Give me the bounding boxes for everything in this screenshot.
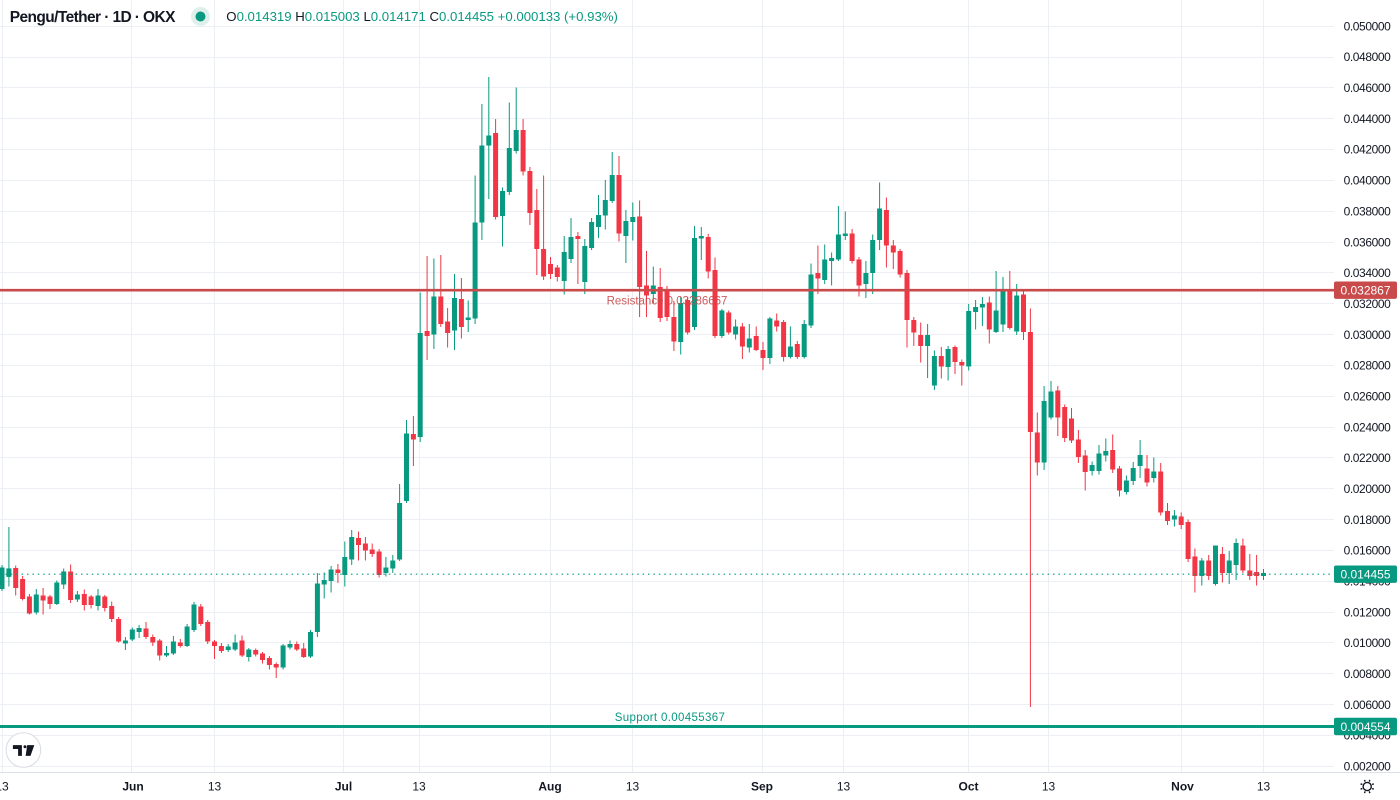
svg-text:0.040000: 0.040000 <box>1344 174 1392 188</box>
svg-text:0.028000: 0.028000 <box>1344 359 1392 373</box>
svg-text:0.032867: 0.032867 <box>1340 284 1390 298</box>
svg-text:0.030000: 0.030000 <box>1344 328 1392 342</box>
svg-text:0.004554: 0.004554 <box>1340 720 1390 734</box>
svg-text:0.010000: 0.010000 <box>1344 636 1392 650</box>
svg-text:0.044000: 0.044000 <box>1344 112 1392 126</box>
svg-text:0.018000: 0.018000 <box>1344 513 1392 527</box>
svg-text:O0.014319 H0.015003 L0.01417: O0.014319 H0.015003 L0.014171 C0.014455 … <box>226 9 618 24</box>
svg-text:0.016000: 0.016000 <box>1344 544 1392 558</box>
svg-text:0.022000: 0.022000 <box>1344 451 1392 465</box>
svg-text:0.002000: 0.002000 <box>1344 760 1392 774</box>
svg-text:0.042000: 0.042000 <box>1344 143 1392 157</box>
svg-text:0.034000: 0.034000 <box>1344 266 1392 280</box>
svg-text:13: 13 <box>412 780 426 794</box>
svg-text:0.012000: 0.012000 <box>1344 605 1392 619</box>
svg-text:13: 13 <box>1042 780 1056 794</box>
svg-text:Pengu/Tether · 1D · OKX: Pengu/Tether · 1D · OKX <box>10 9 176 26</box>
svg-text:0.032000: 0.032000 <box>1344 297 1392 311</box>
svg-text:13: 13 <box>1257 780 1271 794</box>
svg-text:0.024000: 0.024000 <box>1344 420 1392 434</box>
svg-text:0.046000: 0.046000 <box>1344 81 1392 95</box>
svg-text:13: 13 <box>626 780 640 794</box>
svg-text:0.036000: 0.036000 <box>1344 235 1392 249</box>
svg-text:13: 13 <box>0 780 9 794</box>
svg-text:Nov: Nov <box>1171 780 1194 794</box>
svg-text:13: 13 <box>208 780 222 794</box>
svg-text:0.026000: 0.026000 <box>1344 389 1392 403</box>
svg-text:0.038000: 0.038000 <box>1344 204 1392 218</box>
svg-text:Jun: Jun <box>122 780 143 794</box>
svg-text:0.020000: 0.020000 <box>1344 482 1392 496</box>
svg-text:Aug: Aug <box>538 780 561 794</box>
svg-text:Resistance 0.03286667: Resistance 0.03286667 <box>607 296 728 308</box>
svg-text:Jul: Jul <box>335 780 352 794</box>
svg-text:0.008000: 0.008000 <box>1344 667 1392 681</box>
svg-text:0.048000: 0.048000 <box>1344 50 1392 64</box>
svg-text:Oct: Oct <box>958 780 978 794</box>
svg-text:Support 0.00455367: Support 0.00455367 <box>615 712 726 724</box>
svg-text:Sep: Sep <box>751 780 773 794</box>
svg-text:0.050000: 0.050000 <box>1344 19 1392 33</box>
svg-text:13: 13 <box>837 780 851 794</box>
svg-text:0.014455: 0.014455 <box>1340 568 1390 582</box>
svg-text:0.006000: 0.006000 <box>1344 698 1392 712</box>
